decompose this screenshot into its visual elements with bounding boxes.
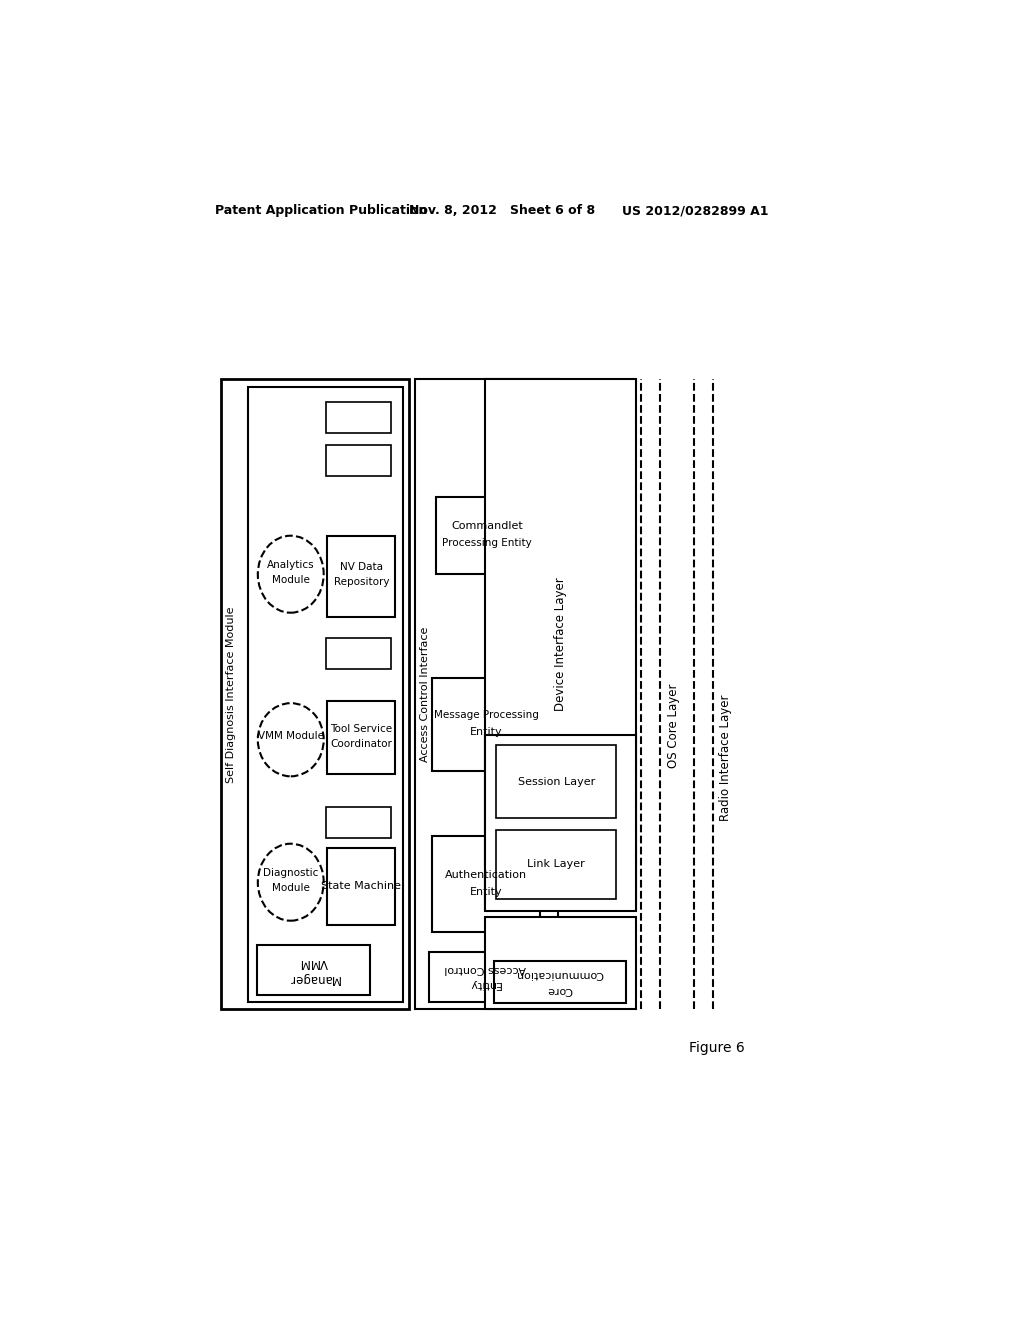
Text: Link Layer: Link Layer xyxy=(527,859,585,870)
Bar xyxy=(432,678,541,771)
Bar xyxy=(484,917,636,1010)
Text: Tool Service: Tool Service xyxy=(330,723,392,734)
Bar xyxy=(326,403,391,433)
Text: Patent Application Publication: Patent Application Publication xyxy=(215,205,427,218)
Ellipse shape xyxy=(258,843,324,921)
Text: Self Diagnosis Interface Module: Self Diagnosis Interface Module xyxy=(226,606,237,783)
Bar xyxy=(326,807,391,838)
Bar xyxy=(326,445,391,475)
Text: Diagnostic: Diagnostic xyxy=(263,869,318,878)
Bar xyxy=(328,701,395,775)
Bar xyxy=(484,735,636,911)
Bar xyxy=(415,379,558,1010)
Bar xyxy=(436,498,538,574)
Text: Module: Module xyxy=(271,883,309,894)
Text: Commandlet: Commandlet xyxy=(451,521,522,532)
Text: Access Control Interface: Access Control Interface xyxy=(420,627,430,762)
Text: US 2012/0282899 A1: US 2012/0282899 A1 xyxy=(623,205,769,218)
Text: OS Core Layer: OS Core Layer xyxy=(667,684,680,768)
Bar xyxy=(326,638,391,669)
Text: State Machine: State Machine xyxy=(322,880,401,891)
Bar xyxy=(496,744,616,818)
Text: Access Control: Access Control xyxy=(444,964,525,974)
Text: Session Layer: Session Layer xyxy=(517,776,595,787)
Text: Manager: Manager xyxy=(288,972,340,985)
Text: Coordinator: Coordinator xyxy=(331,739,392,748)
Text: Figure 6: Figure 6 xyxy=(689,1040,744,1055)
Ellipse shape xyxy=(258,704,324,776)
Bar xyxy=(221,379,410,1010)
Text: Module: Module xyxy=(271,576,309,585)
Text: Repository: Repository xyxy=(334,577,389,587)
Text: Core: Core xyxy=(547,985,572,994)
Text: NV Data: NV Data xyxy=(340,562,383,572)
Text: Nov. 8, 2012   Sheet 6 of 8: Nov. 8, 2012 Sheet 6 of 8 xyxy=(409,205,595,218)
Bar xyxy=(432,836,541,932)
Bar xyxy=(328,847,395,924)
Bar xyxy=(484,379,636,909)
Text: Analytics: Analytics xyxy=(267,560,314,570)
Bar xyxy=(257,945,370,995)
Text: Message Processing: Message Processing xyxy=(433,710,539,721)
Bar xyxy=(496,830,616,899)
Text: Processing Entity: Processing Entity xyxy=(442,539,531,548)
Text: Radio Interface Layer: Radio Interface Layer xyxy=(719,694,732,821)
Text: Authentication: Authentication xyxy=(445,870,527,880)
Ellipse shape xyxy=(258,536,324,612)
Text: Entity: Entity xyxy=(470,727,503,737)
Text: VMM: VMM xyxy=(299,956,328,969)
Bar xyxy=(328,536,395,616)
Bar xyxy=(494,961,626,1003)
Bar xyxy=(248,387,403,1002)
Text: Device Interface Layer: Device Interface Layer xyxy=(554,577,566,711)
Text: Entity: Entity xyxy=(469,979,501,989)
Text: Communication: Communication xyxy=(516,969,604,979)
Bar xyxy=(429,952,541,1002)
Text: Entity: Entity xyxy=(470,887,503,896)
Text: VMM Module: VMM Module xyxy=(258,731,324,741)
